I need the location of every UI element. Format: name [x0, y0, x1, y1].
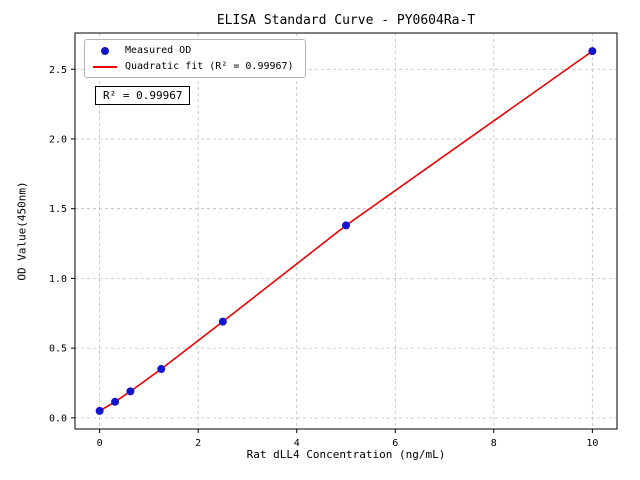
- legend-item-quadratic-fit: Quadratic fit (R² = 0.99967): [92, 61, 294, 72]
- data-point: [588, 47, 597, 56]
- y-tick-label: 1.0: [49, 274, 67, 285]
- r-squared-annotation: R² = 0.99967: [95, 86, 191, 105]
- legend-item-measured-od: Measured OD: [92, 45, 294, 56]
- plot-spines: [74, 32, 618, 430]
- legend: Measured OD Quadratic fit (R² = 0.99967): [84, 39, 306, 78]
- y-tick-label: 1.5: [49, 204, 67, 215]
- quadratic-fit-line: [99, 50, 593, 412]
- legend-label-quadratic-fit: Quadratic fit (R² = 0.99967): [125, 61, 294, 72]
- y-tick-label: 0.0: [49, 413, 67, 424]
- x-tick-label: 0: [97, 438, 103, 449]
- y-tick-label: 2.0: [49, 134, 67, 145]
- data-point: [111, 397, 120, 406]
- y-tick-label: 2.5: [49, 65, 67, 76]
- data-point: [157, 365, 166, 374]
- legend-marker-slot: [92, 65, 118, 68]
- legend-marker-slot: [92, 46, 118, 55]
- x-tick-label: 6: [392, 438, 398, 449]
- data-point: [126, 387, 135, 396]
- x-tick-label: 8: [491, 438, 497, 449]
- x-axis-label: Rat dLL4 Concentration (ng/mL): [246, 448, 446, 461]
- scatter-marker-icon: [101, 46, 109, 55]
- legend-label-measured-od: Measured OD: [125, 45, 192, 56]
- data-point: [342, 221, 350, 230]
- chart-title: ELISA Standard Curve - PY0604Ra-T: [216, 13, 476, 28]
- x-tick-label: 10: [586, 438, 598, 449]
- x-tick-label: 4: [294, 438, 300, 449]
- y-axis-label: OD Value(450nm): [15, 181, 29, 281]
- data-point: [95, 406, 104, 415]
- fit-line-icon: [93, 65, 117, 68]
- y-tick-label: 0.5: [49, 344, 67, 355]
- data-point: [218, 317, 227, 326]
- x-tick-label: 2: [195, 438, 201, 449]
